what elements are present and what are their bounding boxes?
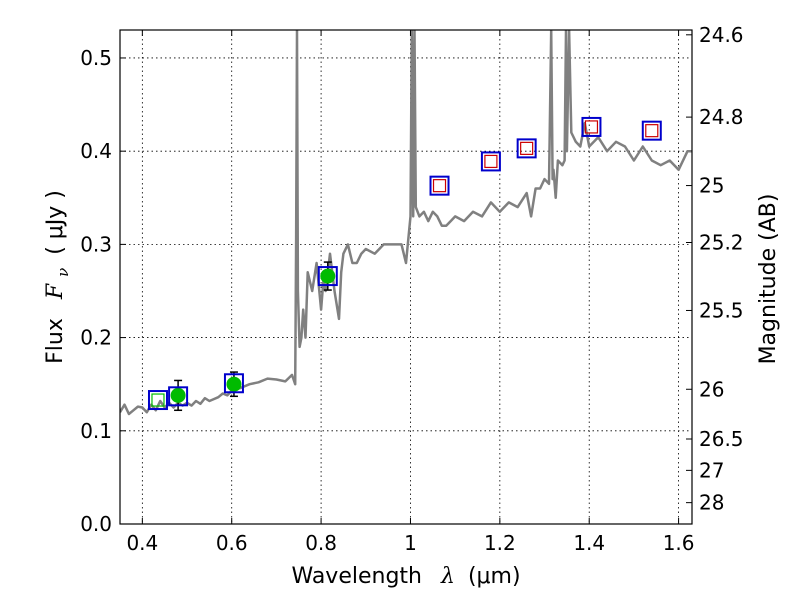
x-tick-label: 1.4 xyxy=(573,531,605,555)
x-axis-label: Wavelength λ (μm) xyxy=(291,564,520,589)
y-tick-label: 0.0 xyxy=(80,512,112,536)
markers-layer xyxy=(147,116,662,412)
limit-point xyxy=(151,393,165,407)
y-axis-ticks: 0.0 0.1 0.2 0.3 0.4 0.5 xyxy=(80,46,126,536)
y-tick-label: 0.4 xyxy=(80,139,112,163)
grid-lines xyxy=(120,30,692,525)
model-point xyxy=(223,373,244,394)
model-point xyxy=(168,386,189,407)
model-point xyxy=(480,151,501,172)
limit-point xyxy=(484,154,498,169)
observed-point xyxy=(320,268,336,284)
y-tick-label: 0.2 xyxy=(80,326,112,350)
y2-tick-label: 24.8 xyxy=(699,105,744,129)
limit-point xyxy=(520,141,534,155)
y-tick-label: 0.3 xyxy=(80,232,112,256)
y2-tick-label: 24.6 xyxy=(699,23,744,47)
model-point xyxy=(641,120,662,141)
y2-tick-label: 26.5 xyxy=(699,427,744,451)
y2-tick-label: 27 xyxy=(699,458,724,482)
y2-tick-label: 25.5 xyxy=(699,298,744,322)
limit-point xyxy=(584,120,599,134)
model-point xyxy=(317,266,338,287)
y2-tick-label: 25 xyxy=(699,174,724,198)
limit-point xyxy=(432,179,447,193)
y-axis-label: Flux F ν ( μJy ) xyxy=(43,190,74,364)
x-axis-ticks: 0.4 0.6 0.8 1 1.2 1.4 1.6 xyxy=(126,30,695,555)
y2-axis-label: Magnitude (AB) xyxy=(756,194,781,365)
observed-point xyxy=(226,376,242,392)
limit-point xyxy=(645,124,659,138)
model-point xyxy=(429,175,450,196)
y2-tick-label: 28 xyxy=(699,491,724,515)
x-tick-label: 1.6 xyxy=(663,531,695,555)
x-tick-label: 0.6 xyxy=(216,531,248,555)
plot-frame xyxy=(119,29,693,525)
y2-axis-ticks: 24.6 24.8 25 25.2 25.5 26 26.5 27 28 xyxy=(686,23,744,515)
model-point xyxy=(581,116,602,137)
x-tick-label: 1.2 xyxy=(484,531,516,555)
x-tick-label: 1 xyxy=(404,531,417,555)
observed-point xyxy=(170,387,186,403)
x-tick-label: 0.4 xyxy=(126,531,158,555)
model-point xyxy=(516,138,537,159)
y-tick-label: 0.5 xyxy=(80,46,112,70)
x-tick-label: 0.8 xyxy=(305,531,337,555)
y2-tick-label: 26 xyxy=(699,377,724,401)
spectrum-layer xyxy=(120,30,692,416)
y-tick-label: 0.1 xyxy=(80,419,112,443)
y2-tick-label: 25.2 xyxy=(699,231,744,255)
model-point xyxy=(147,390,168,411)
spectrum-line xyxy=(120,30,692,416)
